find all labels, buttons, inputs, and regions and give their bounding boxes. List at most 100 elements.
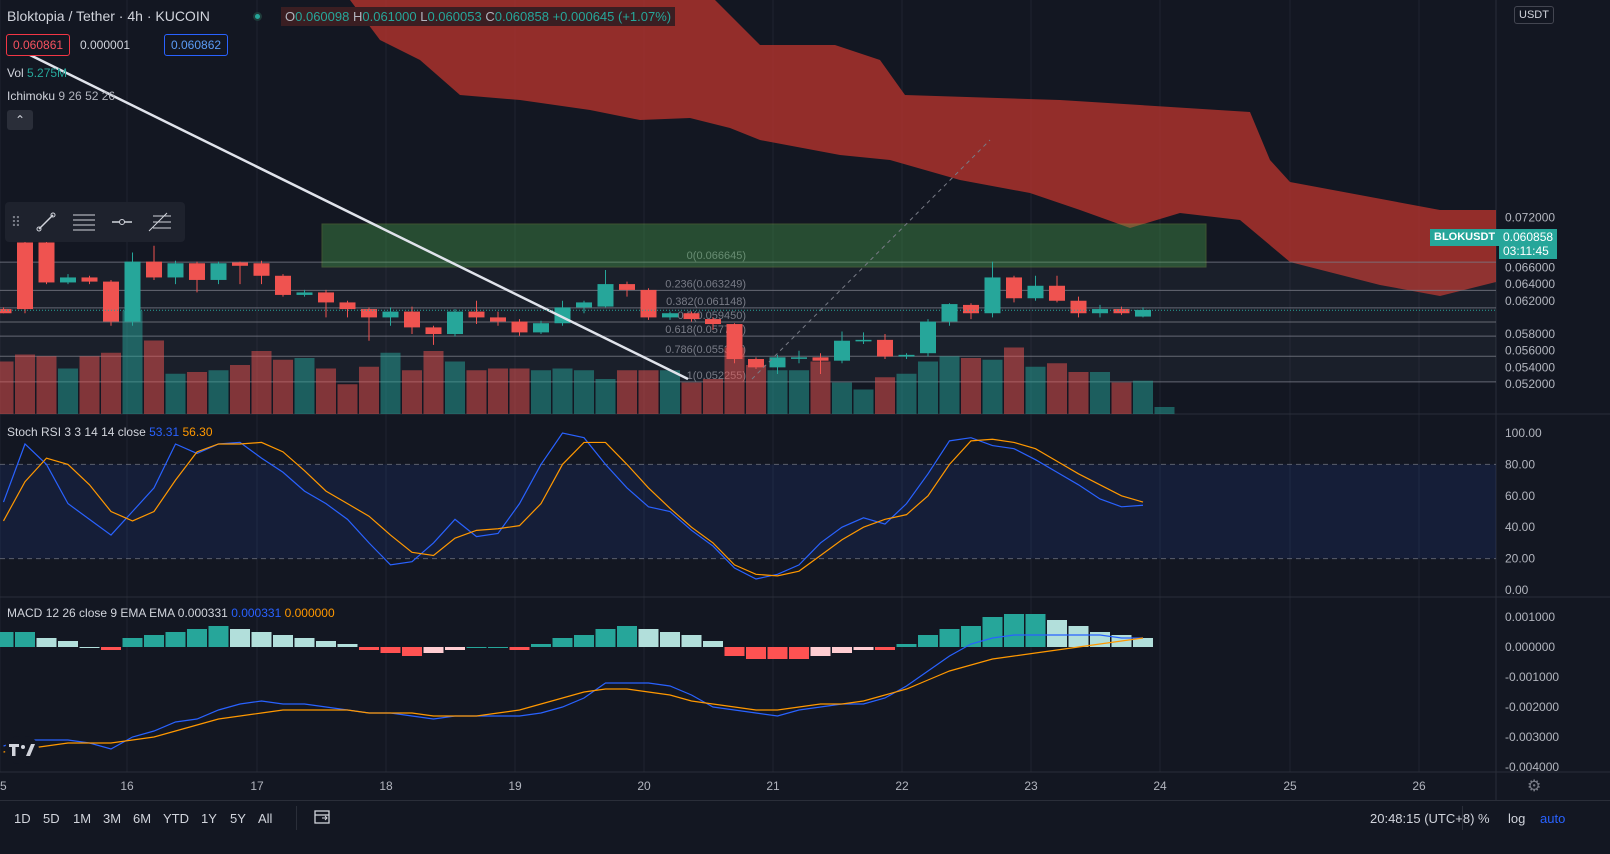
- macd-hist-bar: [681, 635, 702, 647]
- macd-hist-bar: [251, 632, 272, 647]
- macd-hist-bar: [359, 647, 379, 650]
- timeframe-all[interactable]: All: [258, 811, 273, 826]
- drawings[interactable]: [0, 53, 1496, 381]
- candle-body: [812, 357, 829, 361]
- price-tick-label: 0.064000: [1505, 277, 1555, 291]
- volume-bar: [423, 351, 444, 414]
- volume-bar: [402, 370, 422, 414]
- candle-body: [253, 263, 270, 276]
- volume-bar: [638, 370, 659, 414]
- price-tick-label: 0.058000: [1505, 327, 1555, 341]
- current-price-label: 0.060858 03:11:45: [1499, 229, 1557, 259]
- macd-hist-bar: [316, 641, 336, 647]
- macd-hist-bar: [1068, 626, 1089, 647]
- candle-body: [447, 311, 463, 335]
- volume-bar: [703, 379, 723, 414]
- macd-value: 0.000331: [177, 606, 228, 620]
- volume-bar: [316, 368, 336, 414]
- candle-body: [855, 339, 872, 342]
- chevron-up-icon[interactable]: ⌃: [7, 110, 33, 130]
- grip-icon[interactable]: ⠿: [10, 213, 22, 230]
- chart-canvas[interactable]: 0(0.066645) 0.236(0.063249) 0.382(0.061148…: [0, 0, 1610, 800]
- time-tick-label: 22: [895, 779, 909, 793]
- fib-level-label: 0.236(0.063249): [665, 278, 746, 290]
- market-status-icon: [253, 12, 262, 21]
- macd-hist-bar: [165, 632, 186, 647]
- macd-hist-bar: [402, 647, 422, 656]
- macd-params: 12 26 close 9 EMA EMA: [45, 606, 175, 620]
- trend-line: [29, 53, 689, 381]
- volume-bar: [724, 347, 745, 414]
- macd-legend[interactable]: MACD 12 26 close 9 EMA EMA 0.000331 0.00…: [7, 606, 335, 620]
- timeframe-1d[interactable]: 1D: [14, 811, 31, 826]
- candle-body: [1135, 309, 1151, 317]
- ichimoku-legend[interactable]: Ichimoku 9 26 52 26: [7, 89, 115, 103]
- stoch-tick-label: 40.00: [1505, 520, 1535, 534]
- stoch-d-value: 56.30: [182, 425, 213, 439]
- fib-retracement[interactable]: 0(0.066645) 0.236(0.063249) 0.382(0.061148…: [0, 223, 1496, 383]
- candle-body: [468, 311, 485, 318]
- volume-bar: [230, 365, 250, 414]
- sell-button[interactable]: 0.060861: [6, 34, 71, 56]
- volume-bar: [595, 379, 616, 414]
- timeframe-5d[interactable]: 5D: [43, 811, 60, 826]
- macd-hist-bar: [79, 647, 100, 648]
- separator: [296, 806, 297, 830]
- macd-hist-bar: [230, 629, 250, 647]
- calendar-icon[interactable]: [313, 808, 331, 826]
- fib-extension-icon[interactable]: [141, 202, 179, 242]
- volume-bar: [1025, 366, 1046, 414]
- fib-icon[interactable]: [65, 202, 103, 242]
- candle-body: [619, 284, 635, 290]
- clock[interactable]: 20:48:15 (UTC+8): [1370, 811, 1475, 826]
- candle-body: [576, 302, 592, 308]
- stoch-k-value: 53.31: [149, 425, 180, 439]
- gear-icon[interactable]: ⚙: [1527, 778, 1542, 795]
- volume-bar: [208, 370, 229, 414]
- percent-toggle[interactable]: %: [1478, 811, 1490, 826]
- horizontal-ray-icon[interactable]: [103, 202, 141, 242]
- currency-button[interactable]: USDT: [1514, 6, 1554, 24]
- macd-hist-bar: [0, 632, 14, 647]
- volume-label: Vol: [7, 66, 24, 80]
- macd-hist-bar: [1004, 614, 1024, 647]
- stoch-rsi-legend[interactable]: Stoch RSI 3 3 14 14 close 53.31 56.30: [7, 425, 213, 439]
- ichimoku-label: Ichimoku: [7, 89, 56, 103]
- stoch-d-line: [2, 438, 1144, 577]
- timeframe-6m[interactable]: 6M: [133, 811, 152, 826]
- ichimoku-cloud: [350, 0, 1496, 296]
- macd-hist-bar: [896, 644, 917, 647]
- candle-body: [361, 309, 377, 318]
- macd-line: [3, 634, 1143, 750]
- volume-legend[interactable]: Vol 5.275M: [7, 66, 67, 80]
- time-tick-label: 18: [379, 779, 393, 793]
- macd-hist-bar: [574, 635, 594, 647]
- candle-body: [662, 313, 678, 318]
- macd-hist-bar: [939, 629, 960, 647]
- symbol-title[interactable]: Bloktopia / Tether · 4h · KUCOIN: [7, 8, 210, 24]
- candle-body: [146, 261, 162, 278]
- ohlc-high: 0.061000: [362, 9, 417, 24]
- macd-hist-bar: [531, 644, 551, 647]
- tradingview-logo-icon[interactable]: [5, 736, 39, 764]
- timeframe-1m[interactable]: 1M: [73, 811, 92, 826]
- candle-body: [103, 281, 119, 322]
- auto-toggle[interactable]: auto: [1540, 811, 1566, 826]
- buy-button[interactable]: 0.060862: [164, 34, 229, 56]
- timeframe-ytd[interactable]: YTD: [163, 811, 189, 826]
- stoch-k-line: [2, 432, 1144, 580]
- candle-body: [1070, 300, 1087, 314]
- macd-hist-bar: [273, 635, 293, 647]
- time-tick-label: 21: [766, 779, 780, 793]
- timeframe-1y[interactable]: 1Y: [201, 811, 217, 826]
- volume-bar: [1047, 363, 1067, 414]
- timeframe-3m[interactable]: 3M: [103, 811, 122, 826]
- macd-hist-bar: [595, 629, 616, 647]
- volume-bar: [832, 382, 852, 414]
- trendline-icon[interactable]: [27, 202, 65, 242]
- log-toggle[interactable]: log: [1508, 811, 1526, 826]
- macd-hist-bar: [832, 647, 852, 653]
- stoch-band: [0, 464, 1496, 559]
- macd-hist-bar: [36, 638, 57, 647]
- timeframe-5y[interactable]: 5Y: [230, 811, 246, 826]
